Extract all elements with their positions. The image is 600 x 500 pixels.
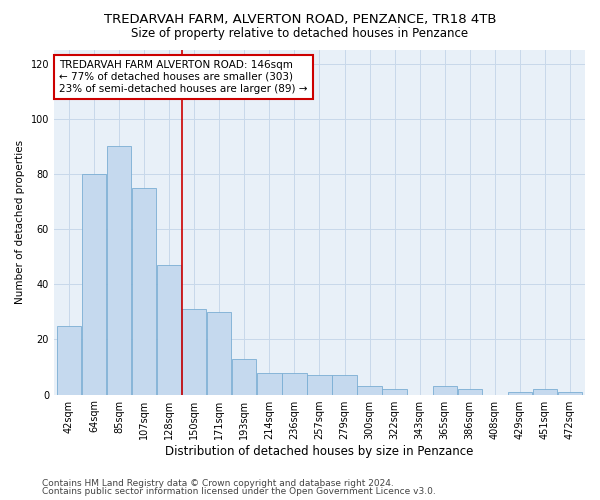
Bar: [107, 146, 131, 394]
Bar: [508, 392, 532, 394]
Bar: [207, 312, 232, 394]
X-axis label: Distribution of detached houses by size in Penzance: Distribution of detached houses by size …: [165, 444, 473, 458]
Bar: [132, 188, 156, 394]
Bar: [57, 326, 81, 394]
Text: TREDARVAH FARM ALVERTON ROAD: 146sqm
← 77% of detached houses are smaller (303)
: TREDARVAH FARM ALVERTON ROAD: 146sqm ← 7…: [59, 60, 308, 94]
Text: Contains public sector information licensed under the Open Government Licence v3: Contains public sector information licen…: [42, 487, 436, 496]
Bar: [157, 265, 181, 394]
Bar: [182, 309, 206, 394]
Bar: [382, 389, 407, 394]
Bar: [533, 389, 557, 394]
Bar: [358, 386, 382, 394]
Bar: [458, 389, 482, 394]
Bar: [257, 372, 281, 394]
Bar: [307, 376, 332, 394]
Text: Size of property relative to detached houses in Penzance: Size of property relative to detached ho…: [131, 28, 469, 40]
Bar: [82, 174, 106, 394]
Bar: [558, 392, 582, 394]
Text: TREDARVAH FARM, ALVERTON ROAD, PENZANCE, TR18 4TB: TREDARVAH FARM, ALVERTON ROAD, PENZANCE,…: [104, 12, 496, 26]
Bar: [433, 386, 457, 394]
Bar: [232, 358, 256, 394]
Bar: [332, 376, 356, 394]
Y-axis label: Number of detached properties: Number of detached properties: [15, 140, 25, 304]
Bar: [282, 372, 307, 394]
Text: Contains HM Land Registry data © Crown copyright and database right 2024.: Contains HM Land Registry data © Crown c…: [42, 478, 394, 488]
